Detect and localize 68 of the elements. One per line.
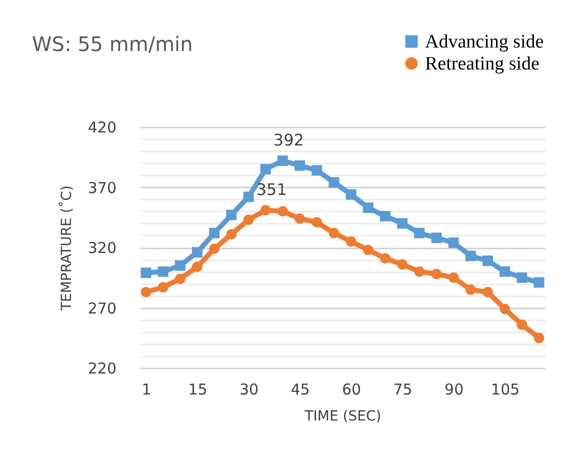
point <box>397 218 408 229</box>
point <box>362 202 374 213</box>
point <box>243 214 254 226</box>
point <box>482 286 493 298</box>
point <box>226 210 237 220</box>
point <box>294 213 306 224</box>
point <box>380 210 390 222</box>
point <box>277 206 288 217</box>
point <box>346 189 356 200</box>
point <box>312 216 322 228</box>
point <box>500 266 510 277</box>
point <box>226 229 237 240</box>
x-tick-label: 45 <box>290 380 310 398</box>
y-tick-label: 320 <box>88 239 116 257</box>
point <box>534 332 544 344</box>
x-tick-label: 15 <box>188 380 208 398</box>
point <box>465 250 476 262</box>
point <box>158 282 168 292</box>
point <box>362 244 374 256</box>
point <box>328 177 340 188</box>
point <box>380 253 390 264</box>
point <box>174 274 186 284</box>
point <box>448 272 459 283</box>
point <box>140 286 152 298</box>
point <box>140 268 152 278</box>
point <box>312 165 322 176</box>
point <box>192 262 202 272</box>
legend-label: Retreating side <box>425 54 540 74</box>
point <box>465 284 476 295</box>
x-tick-label: 90 <box>444 380 464 398</box>
point <box>346 236 356 247</box>
point <box>260 164 271 174</box>
x-tick-label: 1 <box>142 380 152 398</box>
point <box>243 192 254 202</box>
point <box>174 260 186 271</box>
y-axis-title: TEMPRATURE (˚C) <box>58 185 75 312</box>
point <box>482 256 493 266</box>
point <box>397 259 408 270</box>
point <box>534 277 544 288</box>
y-tick-label: 420 <box>88 118 116 136</box>
chart-title: WS: 55 mm/min <box>32 32 193 56</box>
y-tick-label: 220 <box>88 360 116 378</box>
y-tick-label: 370 <box>88 178 116 197</box>
x-tick-label: 105 <box>491 380 520 398</box>
x-tick-label: 75 <box>393 380 412 398</box>
point <box>260 204 271 216</box>
point <box>414 266 425 277</box>
point <box>448 237 459 248</box>
x-tick-label: 60 <box>342 380 362 398</box>
data-label: 392 <box>273 130 304 150</box>
point <box>431 232 442 244</box>
point <box>328 228 340 238</box>
point <box>500 304 510 314</box>
point <box>209 228 220 238</box>
data-label: 351 <box>256 180 287 200</box>
point <box>516 319 528 330</box>
point <box>192 247 202 258</box>
x-tick-label: 30 <box>239 380 259 398</box>
point <box>158 266 168 277</box>
x-axis-title: TIME (SEC) <box>304 408 382 424</box>
point <box>414 228 425 238</box>
point <box>294 160 306 171</box>
point <box>277 155 288 166</box>
point <box>209 243 220 254</box>
y-tick-label: 270 <box>88 299 116 318</box>
point <box>516 272 528 283</box>
legend-label: Advancing side <box>425 32 544 52</box>
point <box>431 268 442 280</box>
